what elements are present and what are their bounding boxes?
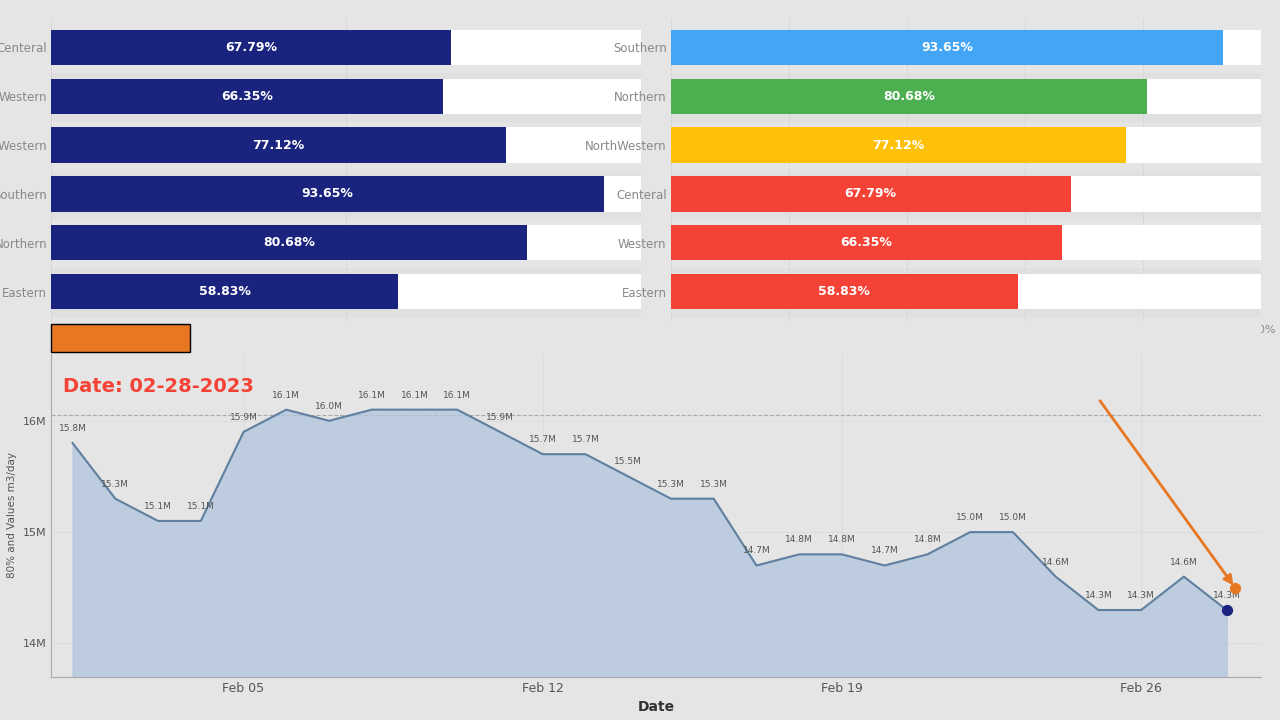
Text: Date: 02-28-2023: Date: 02-28-2023 <box>63 377 255 395</box>
Text: 93.65%: 93.65% <box>302 187 353 200</box>
Text: 14.7M: 14.7M <box>742 546 771 555</box>
Point <box>1216 604 1236 616</box>
Text: 14.3M: 14.3M <box>1212 591 1240 600</box>
Text: 16.1M: 16.1M <box>443 391 471 400</box>
Text: 15.7M: 15.7M <box>572 435 599 444</box>
Text: 93.65%: 93.65% <box>922 41 973 54</box>
FancyBboxPatch shape <box>51 324 191 352</box>
Bar <box>51 30 451 65</box>
Text: 14.7M: 14.7M <box>870 546 899 555</box>
Text: 14.3M: 14.3M <box>1084 591 1112 600</box>
Bar <box>443 78 641 114</box>
Y-axis label: 80% and Values m3/day: 80% and Values m3/day <box>6 452 17 578</box>
Bar <box>671 23 1261 72</box>
Bar <box>1062 225 1261 261</box>
Bar <box>51 176 604 212</box>
Text: 14.6M: 14.6M <box>1170 557 1198 567</box>
Text: filter by month: filter by month <box>56 329 184 344</box>
Text: 15.3M: 15.3M <box>700 480 727 489</box>
Text: 15.9M: 15.9M <box>486 413 515 422</box>
Bar <box>51 23 641 72</box>
Text: 16.1M: 16.1M <box>273 391 301 400</box>
Bar <box>1224 30 1261 65</box>
Text: 15.7M: 15.7M <box>529 435 557 444</box>
Bar <box>398 274 641 310</box>
Bar <box>671 274 1018 310</box>
Bar <box>671 218 1261 267</box>
Bar <box>51 274 398 310</box>
Bar <box>507 127 641 163</box>
Text: 15.5M: 15.5M <box>614 457 643 467</box>
Bar <box>1147 78 1261 114</box>
Text: 15.1M: 15.1M <box>145 502 172 511</box>
Bar <box>671 78 1147 114</box>
Bar <box>604 176 641 212</box>
Text: 80.68%: 80.68% <box>264 236 315 249</box>
Point <box>1225 582 1245 593</box>
Bar <box>51 72 641 121</box>
Text: 14.3M: 14.3M <box>1128 591 1155 600</box>
Text: 77.12%: 77.12% <box>872 138 924 152</box>
Text: 58.83%: 58.83% <box>198 285 251 298</box>
Text: 15.9M: 15.9M <box>229 413 257 422</box>
Text: 16.1M: 16.1M <box>401 391 429 400</box>
Bar <box>671 72 1261 121</box>
Bar <box>671 267 1261 316</box>
Bar <box>671 176 1071 212</box>
Bar <box>451 30 641 65</box>
X-axis label: Date: Date <box>637 701 675 714</box>
Text: 67.79%: 67.79% <box>225 41 278 54</box>
Text: 80.68%: 80.68% <box>883 90 934 103</box>
Text: 15.1M: 15.1M <box>187 502 215 511</box>
Bar <box>1071 176 1261 212</box>
Bar <box>671 121 1261 169</box>
Bar <box>51 127 507 163</box>
Bar <box>671 225 1062 261</box>
Text: 66.35%: 66.35% <box>841 236 892 249</box>
Text: 15.0M: 15.0M <box>956 513 984 522</box>
Bar <box>1126 127 1261 163</box>
Text: 15.0M: 15.0M <box>998 513 1027 522</box>
Bar <box>671 30 1224 65</box>
Bar <box>51 121 641 169</box>
Text: 58.83%: 58.83% <box>818 285 870 298</box>
Bar <box>527 225 641 261</box>
Bar <box>51 267 641 316</box>
Text: 14.8M: 14.8M <box>828 536 856 544</box>
Bar <box>51 169 641 218</box>
Text: 14.8M: 14.8M <box>786 536 813 544</box>
Text: 16.1M: 16.1M <box>358 391 385 400</box>
Bar <box>51 218 641 267</box>
Text: 67.79%: 67.79% <box>845 187 897 200</box>
Bar <box>51 225 527 261</box>
Bar <box>671 169 1261 218</box>
Text: 14.6M: 14.6M <box>1042 557 1070 567</box>
Text: 80%: 80% <box>58 366 81 375</box>
Text: 15.8M: 15.8M <box>59 424 87 433</box>
Text: 15.3M: 15.3M <box>101 480 129 489</box>
Bar <box>671 127 1126 163</box>
Text: 14.8M: 14.8M <box>914 536 941 544</box>
Text: 15.3M: 15.3M <box>657 480 685 489</box>
Bar <box>51 78 443 114</box>
Text: 16.0M: 16.0M <box>315 402 343 410</box>
Text: 77.12%: 77.12% <box>252 138 305 152</box>
Bar <box>1018 274 1261 310</box>
Text: Values m3/day: Values m3/day <box>114 366 191 375</box>
Text: 66.35%: 66.35% <box>221 90 273 103</box>
